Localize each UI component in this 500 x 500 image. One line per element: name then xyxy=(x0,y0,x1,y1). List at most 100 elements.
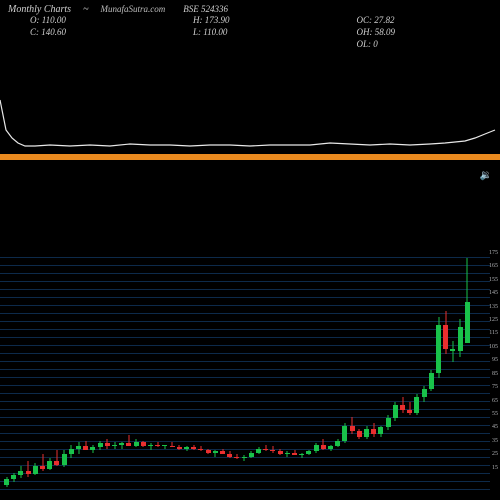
candle xyxy=(314,250,319,490)
candle xyxy=(198,250,203,490)
y-axis-tick-label: 65 xyxy=(492,398,498,404)
candle xyxy=(162,250,167,490)
candle xyxy=(141,250,146,490)
y-axis-tick-label: 75 xyxy=(492,384,498,390)
candle xyxy=(184,250,189,490)
ohlc-OC: OC: 27.82 xyxy=(357,15,500,25)
candle xyxy=(170,250,175,490)
candle xyxy=(213,250,218,490)
candle xyxy=(69,250,74,490)
ohlc-OL: OL: 0 xyxy=(357,39,500,49)
volume-icon[interactable]: 🔉 xyxy=(480,170,492,181)
y-axis-tick-label: 125 xyxy=(489,317,498,323)
line-chart-panel xyxy=(0,60,500,160)
y-axis-tick-label: 35 xyxy=(492,438,498,444)
y-axis-tick-label: 45 xyxy=(492,424,498,430)
candle xyxy=(206,250,211,490)
candle xyxy=(234,250,239,490)
candle xyxy=(328,250,333,490)
candle xyxy=(378,250,383,490)
candle xyxy=(155,250,160,490)
chart-title: Monthly Charts xyxy=(8,4,71,15)
y-axis-tick-label: 95 xyxy=(492,357,498,363)
candle xyxy=(249,250,254,490)
candle xyxy=(98,250,103,490)
candle xyxy=(105,250,110,490)
candle xyxy=(436,250,441,490)
chart-source: MunafaSutra.com xyxy=(100,4,165,14)
candle xyxy=(306,250,311,490)
candle xyxy=(220,250,225,490)
y-axis-tick-label: 55 xyxy=(492,411,498,417)
candle xyxy=(119,250,124,490)
candle xyxy=(292,250,297,490)
candle xyxy=(335,250,340,490)
y-axis-tick-label: 15 xyxy=(492,465,498,471)
candle xyxy=(62,250,67,490)
candle xyxy=(148,250,153,490)
candle xyxy=(342,250,347,490)
y-axis-labels: 175 165 155 145 135 125 115 105 95 85 75 65 55 45 35 25… xyxy=(476,250,500,490)
candle xyxy=(414,250,419,490)
candle xyxy=(458,250,463,490)
candle xyxy=(47,250,52,490)
candle xyxy=(134,250,139,490)
candle xyxy=(371,250,376,490)
ohlc-OH: OH: 58.09 xyxy=(357,27,500,37)
ohlc-H: H: 173.90 xyxy=(193,15,335,25)
candle xyxy=(386,250,391,490)
line-chart xyxy=(0,60,500,160)
candle xyxy=(400,250,405,490)
y-axis-tick-label: 145 xyxy=(489,290,498,296)
candle xyxy=(285,250,290,490)
candle xyxy=(112,250,117,490)
candle xyxy=(299,250,304,490)
candle xyxy=(126,250,131,490)
candle xyxy=(278,250,283,490)
ohlc-L: L: 110.00 xyxy=(193,27,335,37)
candle xyxy=(364,250,369,490)
candle xyxy=(54,250,59,490)
candle xyxy=(76,250,81,490)
y-axis-tick-label: 165 xyxy=(489,263,498,269)
chart-symbol: BSE 524336 xyxy=(183,4,228,14)
candle xyxy=(33,250,38,490)
ohlc-C: C: 140.60 xyxy=(30,27,171,37)
candle xyxy=(443,250,448,490)
y-axis-tick-label: 85 xyxy=(492,371,498,377)
candle xyxy=(270,250,275,490)
chart-header: Monthly Charts ~ MunafaSutra.com BSE 524… xyxy=(0,0,500,15)
candle xyxy=(393,250,398,490)
y-axis-tick-label: 25 xyxy=(492,451,498,457)
y-axis-tick-label: 135 xyxy=(489,304,498,310)
candle xyxy=(177,250,182,490)
candle xyxy=(465,250,470,490)
candle xyxy=(40,250,45,490)
ohlc-grid: O: 110.00 H: 173.90 OC: 27.82 C: 140.60 … xyxy=(30,15,500,49)
candle xyxy=(26,250,31,490)
y-axis-tick-label: 115 xyxy=(489,330,498,336)
ohlc-O: O: 110.00 xyxy=(30,15,171,25)
candle xyxy=(256,250,261,490)
candle xyxy=(429,250,434,490)
indicator-band xyxy=(0,154,500,160)
candlestick-chart xyxy=(0,250,490,490)
candle xyxy=(350,250,355,490)
candle xyxy=(321,250,326,490)
candle xyxy=(357,250,362,490)
candle xyxy=(4,250,9,490)
candle xyxy=(407,250,412,490)
y-axis-tick-label: 105 xyxy=(489,344,498,350)
separator: ~ xyxy=(83,4,88,15)
y-axis-tick-label: 155 xyxy=(489,277,498,283)
candle xyxy=(90,250,95,490)
candle xyxy=(422,250,427,490)
candle xyxy=(83,250,88,490)
candle xyxy=(18,250,23,490)
y-axis-tick-label: 175 xyxy=(489,250,498,256)
candle xyxy=(263,250,268,490)
candle xyxy=(242,250,247,490)
candle xyxy=(191,250,196,490)
candle xyxy=(227,250,232,490)
candle xyxy=(11,250,16,490)
